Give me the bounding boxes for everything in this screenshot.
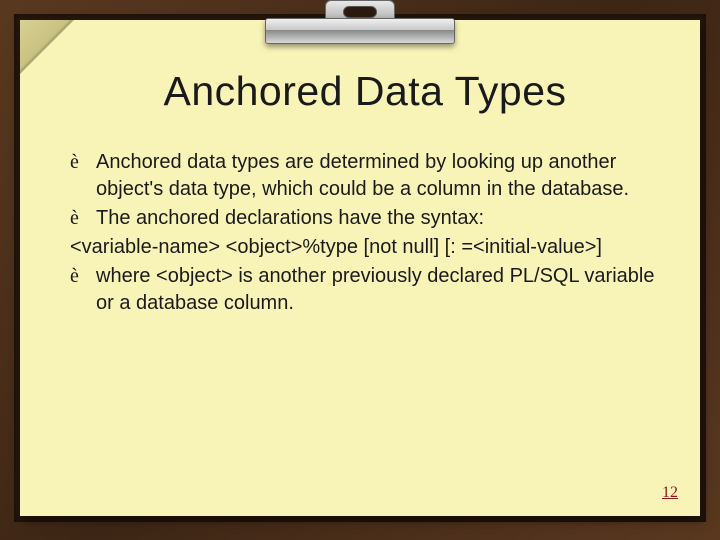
wood-frame: Anchored Data Types è Anchored data type… (0, 0, 720, 540)
bullet-glyph: è (70, 205, 96, 232)
sticky-note: Anchored Data Types è Anchored data type… (20, 20, 700, 516)
bullet-text: The anchored declarations have the synta… (96, 205, 660, 232)
bullet-list: è Anchored data types are determined by … (70, 149, 660, 317)
bullet-text: Anchored data types are determined by lo… (96, 149, 660, 203)
bullet-item: è Anchored data types are determined by … (70, 149, 660, 203)
binder-clip (265, 0, 455, 50)
slide-content: Anchored Data Types è Anchored data type… (70, 68, 660, 319)
bullet-item: è The anchored declarations have the syn… (70, 205, 660, 232)
slide-title: Anchored Data Types (70, 68, 660, 115)
bullet-glyph: è (70, 263, 96, 317)
page-number: 12 (662, 484, 678, 502)
bullet-text: where <object> is another previously dec… (96, 263, 660, 317)
bullet-glyph: è (70, 149, 96, 203)
clip-hole (343, 6, 377, 18)
clip-bar (265, 18, 455, 44)
inner-frame: Anchored Data Types è Anchored data type… (14, 14, 706, 522)
bullet-item: è where <object> is another previously d… (70, 263, 660, 317)
folded-corner (20, 20, 74, 74)
syntax-line: <variable-name> <object>%type [not null]… (70, 234, 660, 261)
